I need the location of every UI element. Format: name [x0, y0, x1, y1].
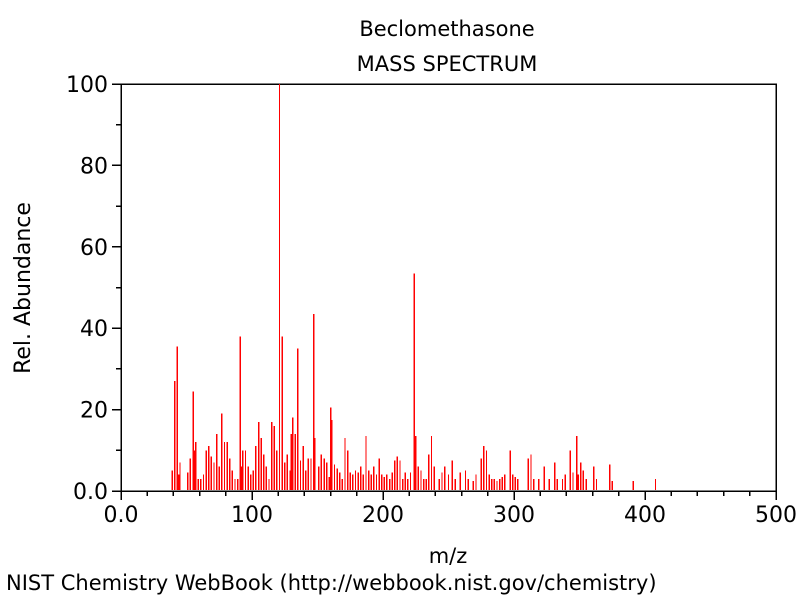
x-axis-label: m/z	[429, 544, 468, 568]
chart-title: Beclomethasone	[359, 17, 534, 41]
x-tick-label: 0.0	[104, 503, 139, 528]
y-tick-label: 100	[66, 73, 108, 98]
attribution-footer: NIST Chemistry WebBook (http://webbook.n…	[6, 571, 657, 595]
y-tick-label: 0.0	[73, 480, 108, 505]
y-tick-label: 60	[80, 236, 108, 261]
y-axis-major-ticks	[112, 83, 121, 492]
y-tick-label: 40	[80, 317, 108, 342]
spectrum-peaks	[171, 84, 657, 490]
y-tick-label: 80	[80, 154, 108, 179]
x-axis-minor-ticks	[146, 491, 751, 496]
plot-area	[120, 83, 777, 492]
x-axis-major-ticks	[120, 491, 777, 500]
x-tick-label: 300	[493, 503, 535, 528]
y-axis-label: Rel. Abundance	[11, 202, 36, 374]
x-tick-label: 200	[362, 503, 404, 528]
x-tick-label: 100	[231, 503, 273, 528]
y-axis-minor-ticks	[116, 123, 121, 452]
y-axis-tick-labels: 100 80 60 40 20 0.0	[66, 73, 108, 505]
y-tick-label: 20	[80, 399, 108, 424]
x-tick-label: 500	[755, 503, 797, 528]
x-axis-tick-labels: 0.0 100 200 300 400 500	[104, 503, 798, 528]
x-tick-label: 400	[624, 503, 666, 528]
chart-subtitle: MASS SPECTRUM	[357, 52, 538, 76]
